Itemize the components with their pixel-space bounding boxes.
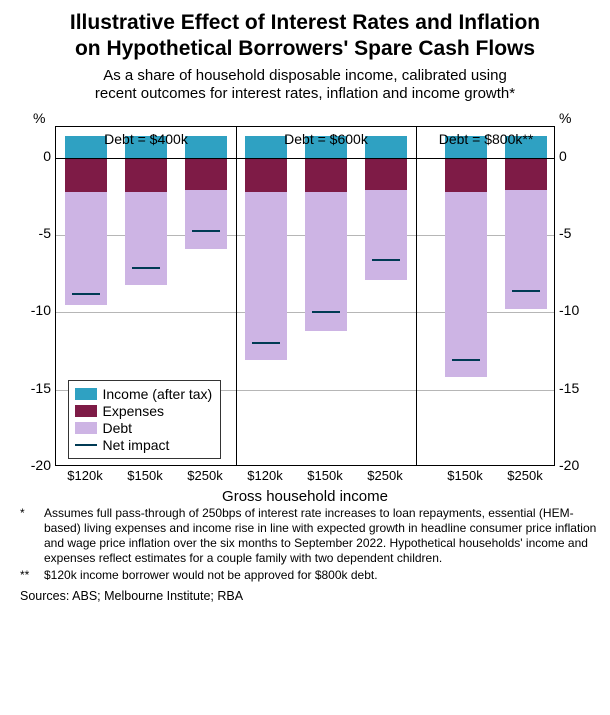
plot-area: Debt = $400kDebt = $600kDebt = $800k** In… <box>55 126 555 466</box>
net-impact-marker <box>252 342 280 344</box>
legend-swatch <box>75 444 97 447</box>
title-line-1: Illustrative Effect of Interest Rates an… <box>8 10 602 36</box>
ytick-right: -20 <box>559 457 579 473</box>
net-impact-marker <box>372 259 400 261</box>
net-impact-marker <box>72 293 100 295</box>
ytick-left: -10 <box>17 302 51 318</box>
bar <box>505 127 548 465</box>
x-axis-label: Gross household income <box>15 488 595 505</box>
panel-label: Debt = $400k <box>56 131 236 147</box>
legend-swatch <box>75 405 97 417</box>
xtick-label: $120k <box>237 468 293 483</box>
legend-label: Net impact <box>103 437 170 453</box>
ytick-right: 0 <box>559 148 567 164</box>
net-impact-marker <box>512 290 540 292</box>
bar <box>445 127 488 465</box>
xtick-label: $250k <box>177 468 233 483</box>
ytick-left: 0 <box>17 148 51 164</box>
sources-label: Sources: <box>20 589 69 603</box>
net-impact-marker <box>312 311 340 313</box>
net-impact-marker <box>192 230 220 232</box>
xtick-label: $150k <box>117 468 173 483</box>
bar <box>365 127 408 465</box>
footnote-text: Assumes full pass-through of 250bps of i… <box>44 506 602 566</box>
legend: Income (after tax)ExpensesDebtNet impact <box>68 380 222 459</box>
net-impact-marker <box>452 359 480 361</box>
axis-unit-left: % <box>33 110 45 126</box>
xtick-label: $150k <box>437 468 493 483</box>
ytick-right: -15 <box>559 380 579 396</box>
legend-swatch <box>75 388 97 400</box>
ytick-right: -5 <box>559 225 571 241</box>
panel-label: Debt = $600k <box>236 131 416 147</box>
ytick-left: -20 <box>17 457 51 473</box>
footnotes: *Assumes full pass-through of 250bps of … <box>8 506 602 583</box>
chart-title: Illustrative Effect of Interest Rates an… <box>8 10 602 63</box>
legend-label: Income (after tax) <box>103 386 213 402</box>
legend-item: Net impact <box>75 437 213 453</box>
ytick-right: -10 <box>559 302 579 318</box>
xtick-label: $250k <box>497 468 553 483</box>
xtick-label: $120k <box>57 468 113 483</box>
subtitle-line-2: recent outcomes for interest rates, infl… <box>8 85 602 104</box>
axis-unit-right: % <box>559 110 571 126</box>
net-impact-marker <box>132 267 160 269</box>
legend-item: Income (after tax) <box>75 386 213 402</box>
bar-chart: Debt = $400kDebt = $600kDebt = $800k** In… <box>15 110 595 500</box>
legend-item: Debt <box>75 420 213 436</box>
sources-text: ABS; Melbourne Institute; RBA <box>72 589 243 603</box>
ytick-left: -5 <box>17 225 51 241</box>
xtick-label: $250k <box>357 468 413 483</box>
xtick-label: $150k <box>297 468 353 483</box>
bar <box>245 127 288 465</box>
title-line-2: on Hypothetical Borrowers' Spare Cash Fl… <box>8 36 602 62</box>
ytick-left: -15 <box>17 380 51 396</box>
subtitle-line-1: As a share of household disposable incom… <box>8 67 602 86</box>
chart-subtitle: As a share of household disposable incom… <box>8 67 602 105</box>
legend-label: Expenses <box>103 403 164 419</box>
footnote-marker: * <box>20 506 44 566</box>
footnote-text: $120k income borrower would not be appro… <box>44 568 602 583</box>
panel-label: Debt = $800k** <box>416 131 556 147</box>
legend-item: Expenses <box>75 403 213 419</box>
sources: Sources: ABS; Melbourne Institute; RBA <box>8 589 602 603</box>
footnote-marker: ** <box>20 568 44 583</box>
legend-label: Debt <box>103 420 133 436</box>
legend-swatch <box>75 422 97 434</box>
bar <box>305 127 348 465</box>
